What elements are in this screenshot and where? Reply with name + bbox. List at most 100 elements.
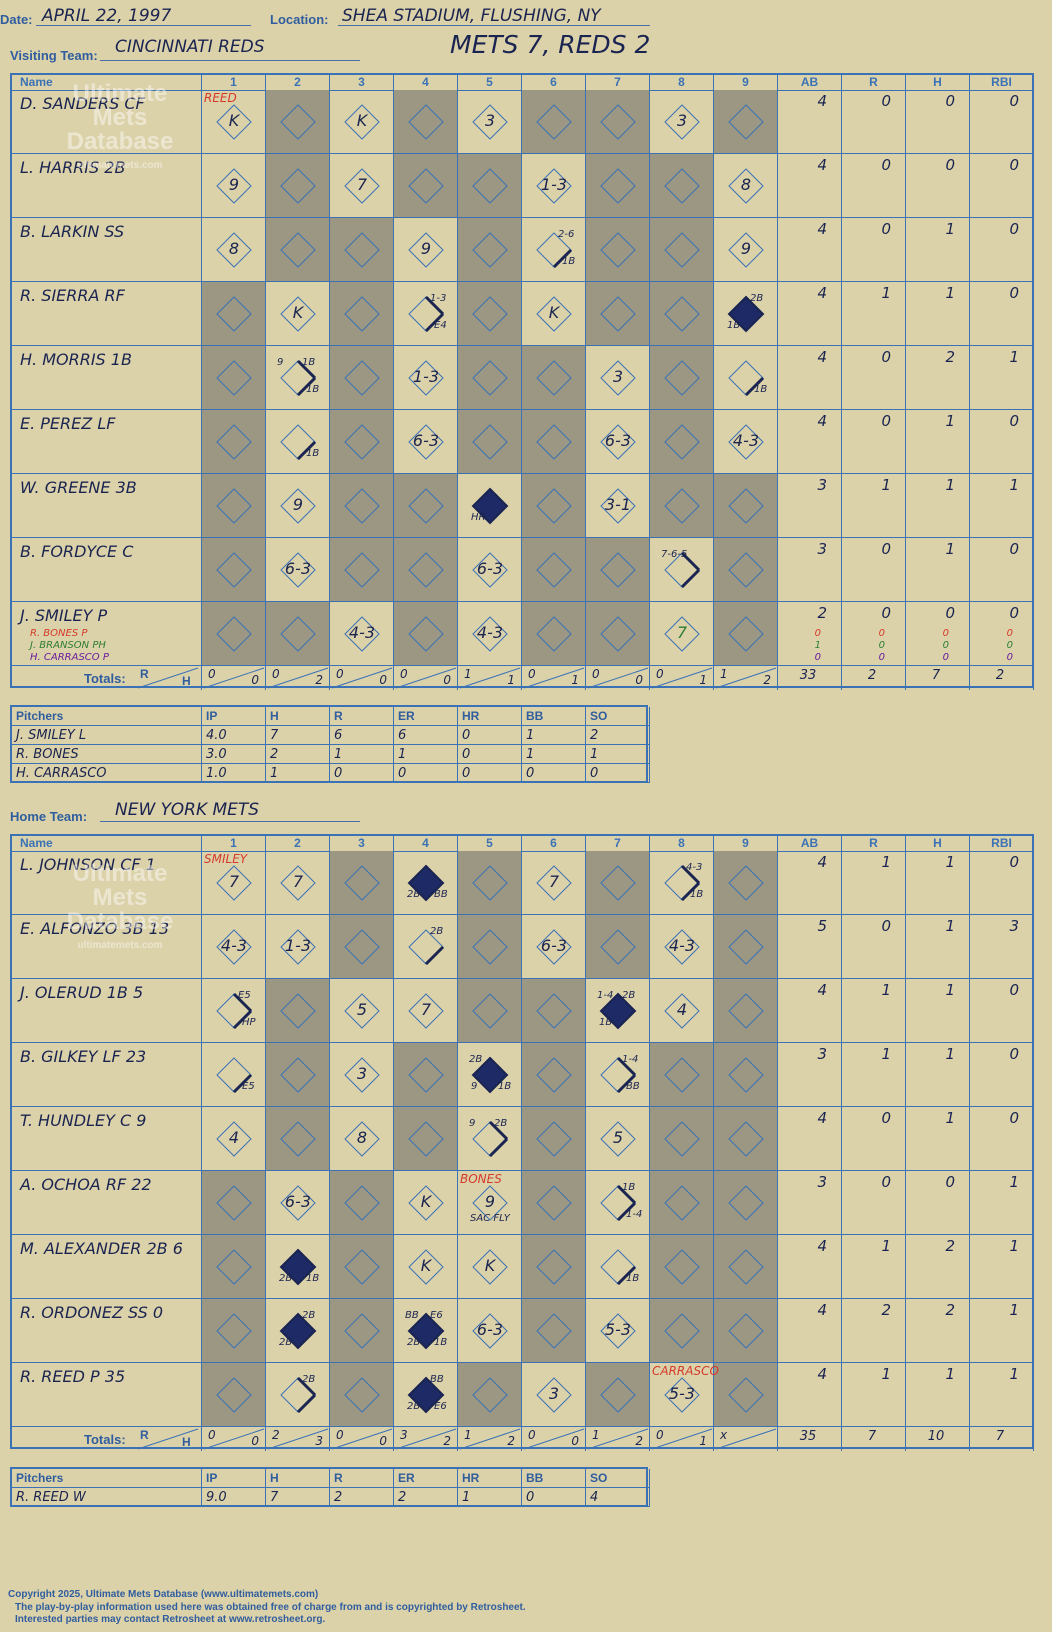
at-bat-cell xyxy=(650,154,714,218)
base-diamond xyxy=(216,232,252,268)
base-diamond xyxy=(536,1121,572,1157)
stat-cell: 1 xyxy=(906,979,970,1043)
base-diamond xyxy=(664,616,700,652)
at-bat-cell xyxy=(586,346,650,410)
at-bat-cell xyxy=(586,90,650,154)
play-code: 9 xyxy=(420,239,432,258)
stat-cell: 4 xyxy=(778,282,842,346)
stat-cell: 0 xyxy=(970,282,1034,346)
play-code: 1-3 xyxy=(412,367,440,386)
inning-header: 8 xyxy=(650,836,714,851)
at-bat-cell xyxy=(714,979,778,1043)
inning-header: 3 xyxy=(330,75,394,90)
base-diamond xyxy=(664,1121,700,1157)
pitcher-stat-cell: 1 xyxy=(394,745,458,764)
at-bat-cell xyxy=(202,1235,266,1299)
play-mark: E5 xyxy=(202,1043,266,1107)
substitute-name: J. BRANSON PH xyxy=(30,640,106,651)
base-diamond xyxy=(536,296,572,332)
play-code: 3 xyxy=(676,111,688,130)
base-diamond xyxy=(664,296,700,332)
stat-header: R xyxy=(842,836,906,851)
at-bat-cell xyxy=(202,851,266,915)
batter-name-cell: J. OLERUD 1B 5 xyxy=(12,979,202,1043)
base-diamond xyxy=(600,168,636,204)
stat-r: 0 xyxy=(881,540,891,558)
run-scored-diamond xyxy=(727,295,765,333)
play-code: 7 xyxy=(292,872,304,891)
play-mark: 1-3 E4 xyxy=(394,282,458,346)
watermark-text: Mets xyxy=(92,104,148,131)
inning-runs: 1 xyxy=(592,1428,600,1442)
stat-cell: 1 xyxy=(842,1235,906,1299)
base-diamond xyxy=(600,1121,636,1157)
inning-hits: 2 xyxy=(507,1434,515,1448)
play-mark: 9 SAC FLY xyxy=(458,1171,522,1235)
play-mark: 2B xyxy=(266,1363,330,1427)
base-diamond xyxy=(664,232,700,268)
batter-name-cell: E. PEREZ LF xyxy=(12,410,202,474)
stat-cell: 1 xyxy=(970,1299,1034,1363)
batter-name: L. HARRIS 2B xyxy=(20,158,126,177)
pitcher-stat-cell: 1 xyxy=(586,745,650,764)
base-diamond xyxy=(280,168,316,204)
batter-name-cell: L. JOHNSON CF 1 xyxy=(12,851,202,915)
stat-r: 0 xyxy=(881,917,891,935)
play-note: 2B xyxy=(279,1337,293,1348)
at-bat-cell xyxy=(522,602,586,666)
base-diamond xyxy=(280,929,316,965)
inning-header: 2 xyxy=(266,75,330,90)
at-bat-cell xyxy=(522,1171,586,1235)
base-diamond xyxy=(216,1057,252,1093)
pitchers-header-cell: SO xyxy=(586,707,650,726)
at-bat-cell xyxy=(522,282,586,346)
stat-h: 0 xyxy=(945,604,955,622)
base-diamond xyxy=(216,929,252,965)
play-mark: 2B xyxy=(394,915,458,979)
pitcher-stat-cell: R. REED W xyxy=(12,1488,202,1507)
inning-total-divider xyxy=(459,1428,521,1450)
play-note: 1B xyxy=(306,384,320,395)
at-bat-cell xyxy=(330,602,394,666)
totals-label-cell: Totals: R H xyxy=(12,666,202,690)
play-code: 7 xyxy=(228,872,240,891)
pitcher-stat-cell: 9.0 xyxy=(202,1488,266,1507)
inning-total-divider xyxy=(587,1428,649,1450)
footer-retrosheet: The play-by-play information used here w… xyxy=(15,1602,526,1613)
site-watermark: Ultimate Mets Database ultimatemets.com xyxy=(50,82,190,202)
stat-cell: 2 xyxy=(906,1235,970,1299)
base-diamond xyxy=(280,865,316,901)
stat-h: 1 xyxy=(945,284,955,302)
at-bat-cell xyxy=(266,410,330,474)
at-bat-cell xyxy=(394,90,458,154)
at-bat-cell xyxy=(650,410,714,474)
base-diamond xyxy=(664,360,700,396)
stat-rbi: 0 xyxy=(1009,284,1019,302)
play-mark: 2B 1B xyxy=(714,282,778,346)
base-diamond xyxy=(536,360,572,396)
at-bat-cell xyxy=(202,538,266,602)
at-bat-cell xyxy=(266,602,330,666)
stat-cell: 1 xyxy=(906,282,970,346)
base-diamond xyxy=(664,1057,700,1093)
run-scored-diamond xyxy=(279,1312,317,1350)
play-code: 3-1 xyxy=(604,495,632,514)
inning-header: 5 xyxy=(458,75,522,90)
at-bat-cell xyxy=(586,851,650,915)
basepath-line xyxy=(424,312,445,333)
play-code: 4-3 xyxy=(668,936,696,955)
at-bat-cell xyxy=(202,1363,266,1427)
batter-name: J. SMILEY P xyxy=(20,606,108,625)
base-diamond xyxy=(536,1313,572,1349)
play-note: HP xyxy=(242,1017,256,1028)
stat-cell: 1 xyxy=(970,1235,1034,1299)
pitcher-stat-cell: 6 xyxy=(394,726,458,745)
stat-cell: 0 xyxy=(970,1043,1034,1107)
play-code: 7 xyxy=(420,1000,432,1019)
stat-r: 1 xyxy=(881,476,891,494)
at-bat-cell xyxy=(330,218,394,282)
total-ab: 33 xyxy=(799,668,817,683)
base-diamond xyxy=(664,424,700,460)
stat-r: 0 xyxy=(881,1109,891,1127)
play-code: 6-3 xyxy=(604,431,632,450)
